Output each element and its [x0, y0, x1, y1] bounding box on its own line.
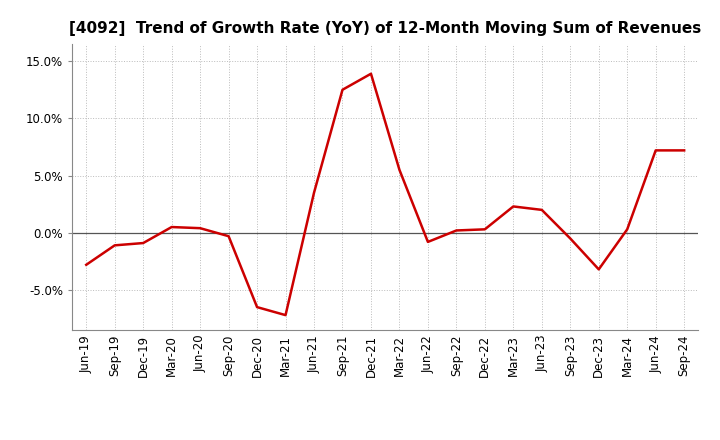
Title: [4092]  Trend of Growth Rate (YoY) of 12-Month Moving Sum of Revenues: [4092] Trend of Growth Rate (YoY) of 12-… — [69, 21, 701, 36]
